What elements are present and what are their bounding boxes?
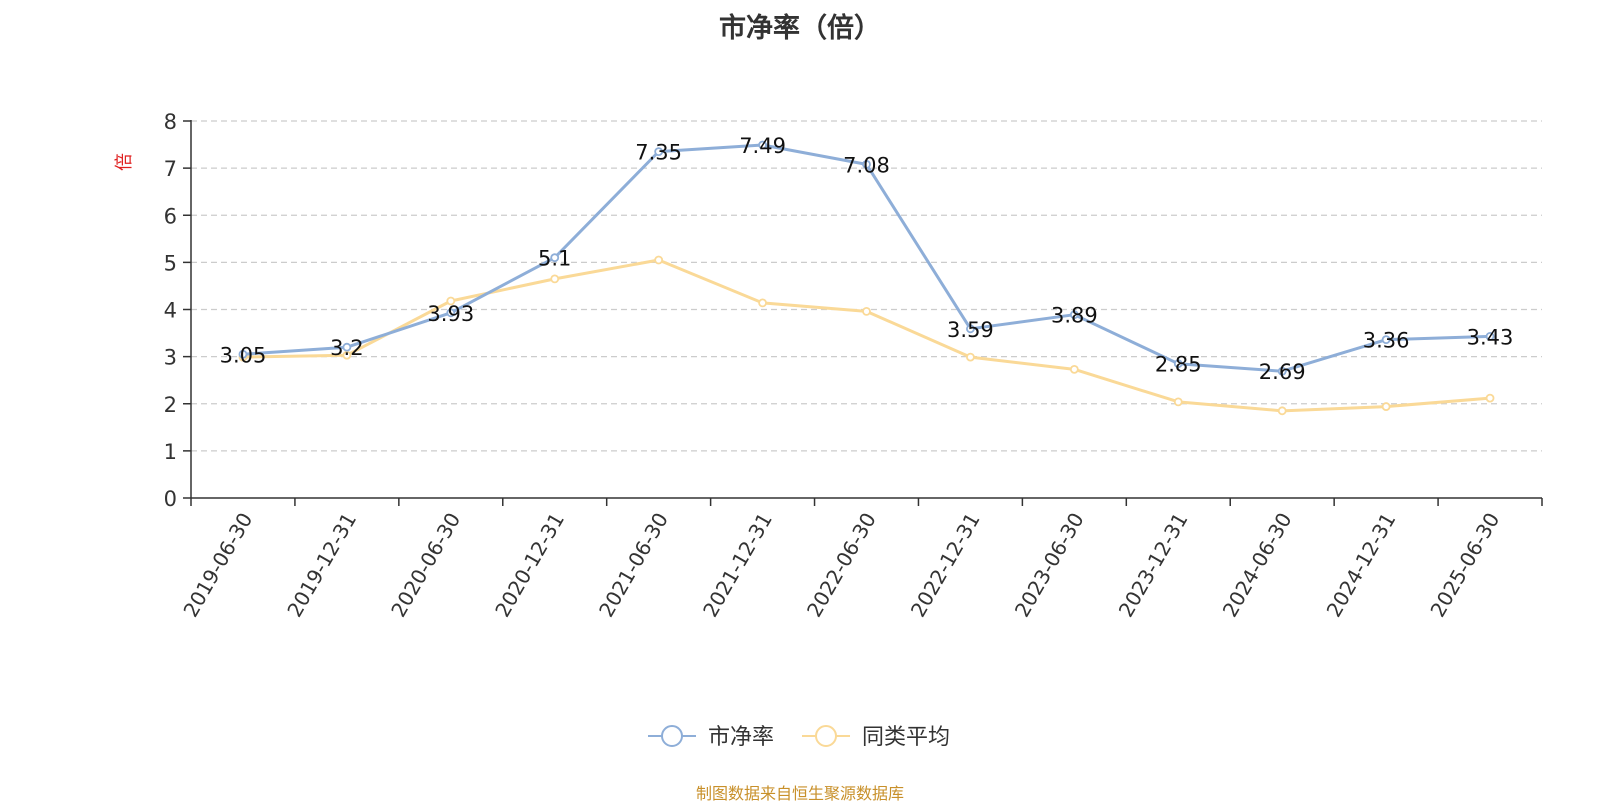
x-tick-label: 2025-06-30 [1425, 509, 1504, 622]
legend-label-series-2: 同类平均 [862, 725, 950, 750]
series-line-1 [242, 143, 1491, 373]
data-point-series-1 [654, 147, 664, 157]
y-tick-label: 0 [164, 487, 177, 511]
data-label: 7.08 [843, 153, 890, 177]
legend-marker-series-1 [661, 725, 683, 747]
data-point-series-1 [1381, 335, 1391, 345]
x-tick-label: 2021-12-31 [698, 509, 777, 622]
data-label: 2.69 [1259, 360, 1306, 384]
data-point-series-2 [446, 296, 456, 306]
data-point-series-1 [1173, 359, 1183, 369]
y-tick-label: 4 [164, 299, 177, 323]
data-point-series-2 [1173, 397, 1183, 407]
y-tick-label: 2 [164, 393, 177, 417]
series-line-2 [242, 258, 1491, 413]
data-point-series-2 [1485, 393, 1495, 403]
data-label: 7.35 [635, 141, 682, 165]
data-point-series-2 [758, 298, 767, 308]
y-tick-label: 6 [164, 204, 177, 228]
data-point-series-1 [758, 140, 767, 150]
data-point-series-2 [654, 255, 664, 265]
x-tick-label: 2019-06-30 [178, 509, 257, 622]
x-tick-label: 2021-06-30 [594, 509, 673, 622]
data-point-series-1 [446, 308, 456, 318]
y-tick-label: 8 [164, 110, 177, 134]
legend-marker-series-2 [815, 725, 837, 747]
x-tick-label: 2022-06-30 [802, 509, 881, 622]
data-label: 7.49 [739, 134, 786, 158]
data-point-series-1 [238, 349, 248, 359]
data-point-series-2 [966, 352, 975, 362]
data-label: 2.85 [1155, 353, 1202, 377]
legend[interactable]: 市净率 同类平均 [648, 725, 950, 750]
y-axis-label: 倍 [114, 153, 135, 171]
data-point-series-1 [1069, 310, 1079, 320]
chart-title: 市净率（倍） [719, 13, 881, 44]
data-point-series-2 [1381, 402, 1391, 411]
y-tick-label: 5 [164, 251, 177, 275]
data-point-series-2 [550, 274, 560, 284]
x-tick-label: 2022-12-31 [906, 509, 985, 622]
data-point-series-2 [862, 306, 871, 316]
x-tick-label: 2020-12-31 [490, 509, 569, 622]
series-lines [238, 140, 1495, 416]
data-point-series-1 [862, 159, 871, 169]
data-point-series-2 [1277, 406, 1287, 416]
data-point-series-1 [966, 324, 975, 334]
data-label: 3.59 [947, 318, 994, 342]
y-tick-label: 1 [164, 440, 177, 464]
legend-item-series-2[interactable]: 同类平均 [802, 725, 950, 750]
data-label: 5.1 [538, 247, 571, 271]
data-label: 3.93 [427, 302, 474, 326]
data-point-series-1 [342, 342, 352, 352]
legend-item-series-1[interactable]: 市净率 [648, 725, 774, 750]
data-label: 3.43 [1467, 325, 1514, 349]
data-labels: 3.05 3.2 3.93 5.1 7.35 7.49 7.08 3.59 3.89 2.85 2.… [220, 134, 1514, 384]
data-label: 3.05 [220, 343, 267, 367]
y-tick-label: 7 [164, 157, 177, 181]
x-tick-label: 2020-06-30 [386, 509, 465, 622]
x-tick-label: 2024-06-30 [1218, 509, 1297, 622]
data-label: 3.36 [1363, 329, 1410, 353]
y-tick-label: 3 [164, 346, 177, 370]
data-label: 3.89 [1051, 304, 1098, 328]
x-tick-label: 2019-12-31 [282, 509, 361, 622]
x-tick-label: 2024-12-31 [1322, 509, 1401, 622]
source-note: 制图数据来自恒生聚源数据库 [695, 784, 904, 803]
data-point-series-1 [550, 253, 560, 263]
x-tick-label: 2023-12-31 [1114, 509, 1193, 622]
data-point-series-1 [1277, 366, 1287, 376]
axes: 0 1 2 3 4 5 6 7 8 2019-06-30 2019-12-31 2020-06-30 2… [164, 110, 1543, 622]
x-tick-label: 2023-06-30 [1010, 509, 1089, 622]
data-point-series-2 [342, 350, 352, 360]
legend-label-series-1: 市净率 [708, 725, 774, 750]
data-label: 3.2 [330, 336, 363, 360]
gridlines [191, 120, 1542, 452]
data-point-series-2 [1069, 364, 1079, 374]
data-point-series-1 [1485, 331, 1495, 341]
